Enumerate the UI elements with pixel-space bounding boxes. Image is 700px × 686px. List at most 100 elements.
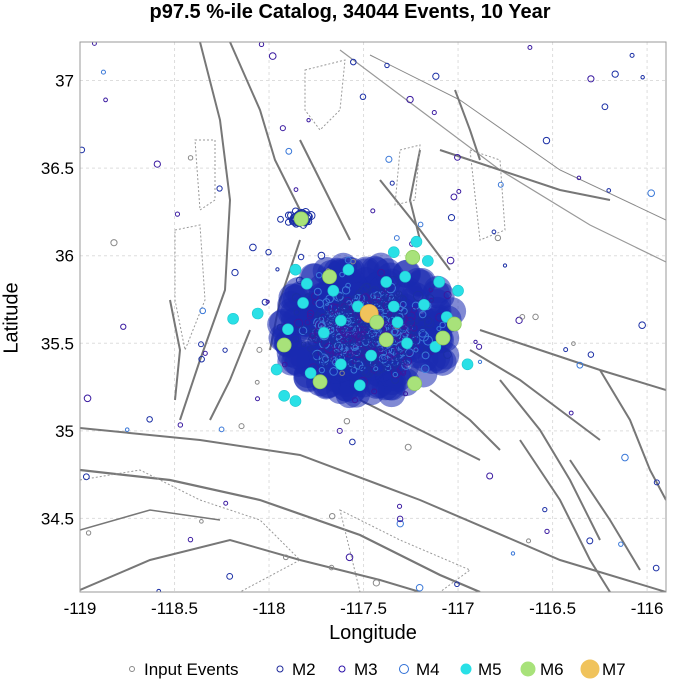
event-marker bbox=[238, 423, 245, 430]
event-marker bbox=[216, 185, 223, 192]
cluster-core-mark bbox=[377, 372, 406, 401]
m5-event-marker bbox=[227, 312, 239, 325]
event-marker bbox=[544, 528, 550, 535]
event-marker bbox=[379, 287, 388, 295]
event-marker bbox=[400, 370, 407, 376]
event-marker bbox=[396, 503, 403, 509]
event-marker bbox=[542, 506, 548, 513]
m5-event-marker bbox=[461, 358, 474, 371]
event-marker bbox=[292, 335, 300, 343]
event-marker bbox=[308, 334, 316, 342]
event-marker bbox=[103, 97, 108, 103]
event-marker bbox=[373, 291, 382, 300]
event-marker bbox=[222, 347, 228, 353]
m5-event-marker bbox=[380, 276, 393, 288]
m6-event-marker bbox=[378, 332, 394, 348]
x-tick-label: -116 bbox=[631, 599, 664, 618]
m5-event-marker bbox=[387, 300, 400, 313]
event-marker bbox=[355, 323, 361, 329]
event-marker bbox=[317, 316, 323, 322]
event-marker bbox=[268, 52, 277, 60]
event-marker bbox=[606, 188, 612, 193]
event-marker bbox=[576, 175, 582, 181]
event-marker bbox=[542, 136, 551, 145]
event-marker bbox=[146, 416, 153, 423]
legend-label: M2 bbox=[292, 660, 316, 679]
m6-event-marker bbox=[322, 269, 337, 285]
legend-label: M6 bbox=[540, 660, 564, 679]
y-tick-label: 36 bbox=[55, 247, 74, 266]
event-marker bbox=[450, 193, 458, 201]
event-marker bbox=[254, 379, 260, 385]
event-marker bbox=[360, 335, 368, 343]
event-marker bbox=[339, 326, 351, 337]
event-marker bbox=[199, 519, 204, 524]
event-marker bbox=[382, 322, 393, 333]
event-marker bbox=[473, 339, 478, 345]
event-marker bbox=[318, 367, 325, 374]
event-marker bbox=[652, 564, 660, 572]
m5-event-marker bbox=[327, 284, 340, 297]
event-marker bbox=[277, 215, 284, 223]
event-marker bbox=[370, 285, 380, 295]
event-marker bbox=[309, 332, 316, 339]
event-marker bbox=[618, 541, 624, 547]
event-marker bbox=[396, 515, 404, 523]
event-marker bbox=[374, 357, 382, 365]
event-marker bbox=[399, 301, 407, 308]
event-marker bbox=[345, 282, 351, 289]
m5-event-marker bbox=[433, 276, 445, 288]
event-marker bbox=[315, 359, 322, 366]
event-marker bbox=[420, 364, 430, 373]
m5-event-marker bbox=[342, 263, 355, 276]
event-marker bbox=[348, 338, 357, 347]
event-marker bbox=[370, 336, 378, 343]
event-marker bbox=[358, 347, 366, 355]
event-marker bbox=[515, 316, 523, 324]
event-marker bbox=[202, 350, 208, 356]
legend: Input Events M2 M3 M4 M5 M6 M7 bbox=[129, 659, 626, 679]
event-marker bbox=[403, 391, 409, 397]
m5-event-marker bbox=[452, 284, 464, 297]
event-marker bbox=[372, 579, 380, 587]
event-marker bbox=[563, 347, 569, 353]
event-marker bbox=[423, 347, 430, 355]
m6-event-marker bbox=[435, 330, 451, 346]
x-tick-label: -118 bbox=[253, 599, 286, 618]
event-marker bbox=[653, 479, 660, 486]
event-marker bbox=[312, 350, 323, 362]
x-tick-label: -117.5 bbox=[340, 599, 387, 618]
event-marker bbox=[329, 367, 338, 376]
event-marker bbox=[423, 316, 433, 325]
legend-marker bbox=[129, 666, 135, 672]
event-marker bbox=[177, 422, 184, 428]
event-marker bbox=[439, 321, 446, 329]
legend-marker bbox=[276, 665, 284, 673]
event-marker bbox=[502, 263, 508, 268]
event-marker bbox=[385, 353, 393, 361]
y-tick-label: 34.5 bbox=[41, 509, 74, 528]
event-marker bbox=[359, 365, 370, 376]
event-marker bbox=[587, 351, 595, 358]
event-marker bbox=[454, 154, 461, 161]
m5-event-marker bbox=[282, 323, 294, 336]
event-marker bbox=[282, 554, 289, 561]
event-marker bbox=[312, 299, 318, 305]
m6-event-marker bbox=[446, 316, 462, 332]
event-marker bbox=[356, 355, 365, 363]
event-marker bbox=[326, 310, 332, 316]
event-marker bbox=[423, 335, 433, 346]
event-marker bbox=[291, 293, 301, 303]
x-axis-label: Longitude bbox=[329, 622, 417, 644]
event-marker bbox=[621, 453, 629, 462]
event-marker bbox=[354, 293, 361, 300]
event-marker bbox=[413, 347, 419, 353]
event-marker bbox=[424, 317, 435, 329]
legend-marker bbox=[580, 659, 600, 679]
event-marker bbox=[83, 394, 92, 403]
event-marker bbox=[436, 326, 442, 332]
event-marker bbox=[385, 346, 393, 354]
event-marker bbox=[306, 312, 314, 320]
event-marker bbox=[354, 360, 364, 370]
event-marker bbox=[293, 318, 304, 329]
